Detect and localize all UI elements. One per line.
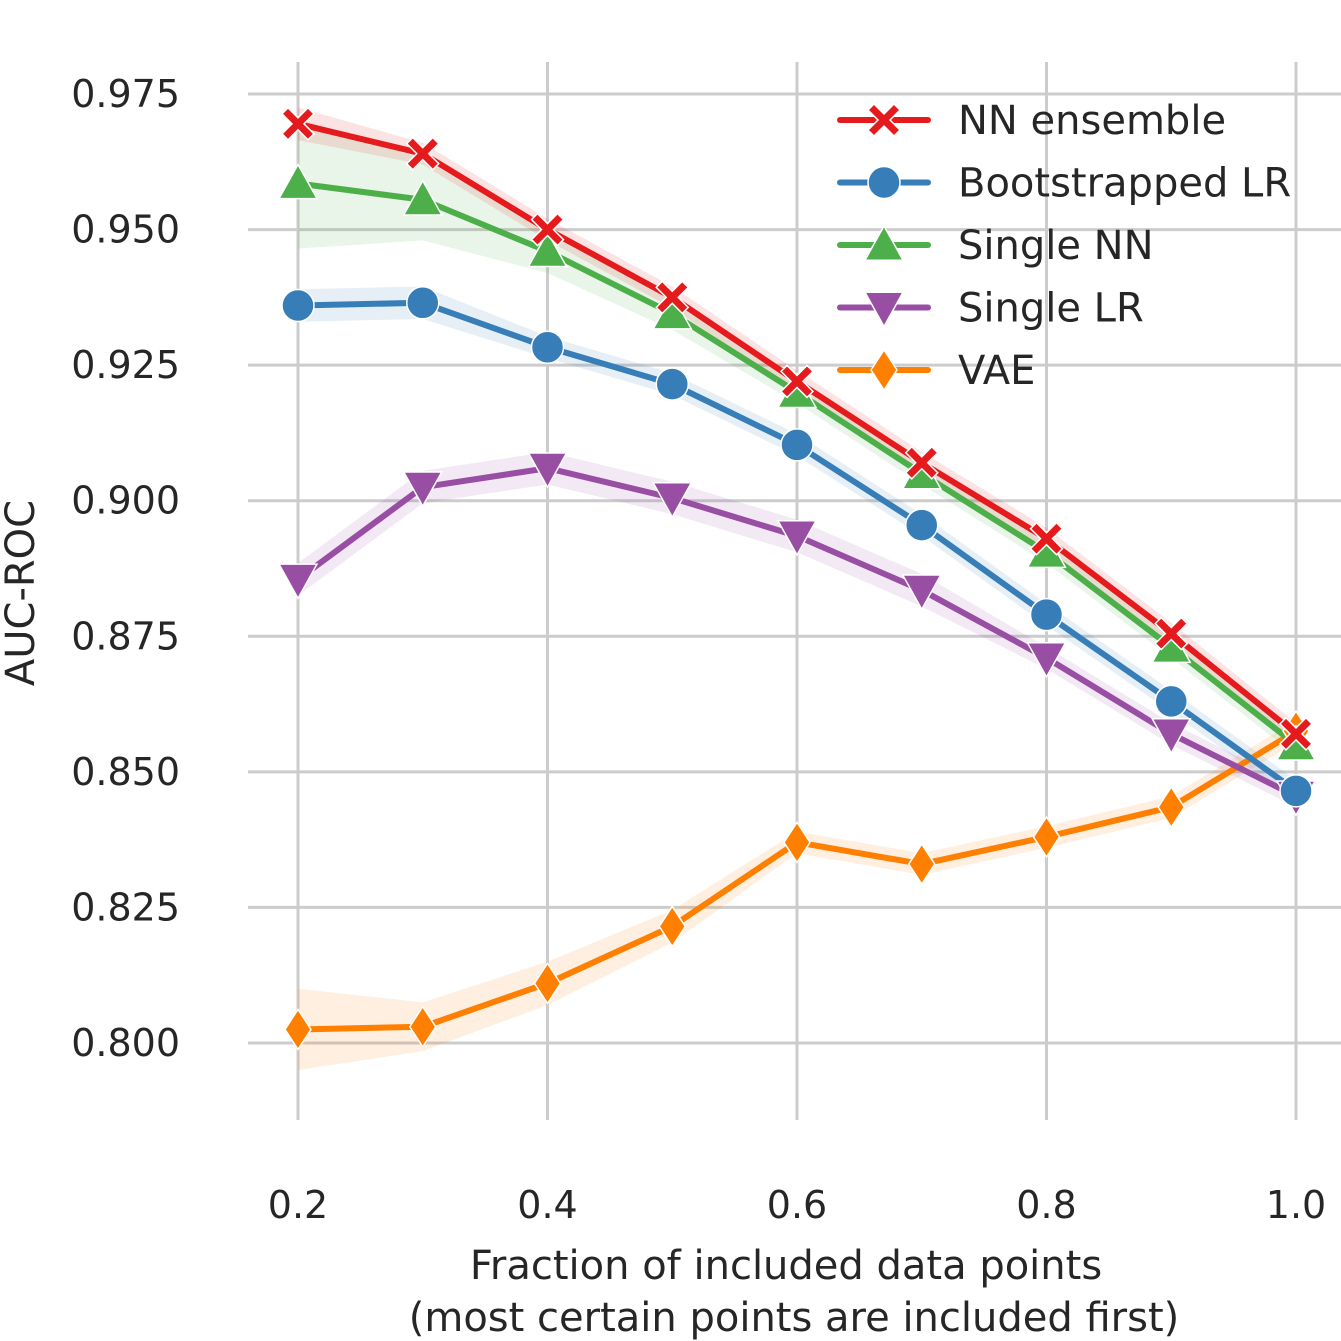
bootstrapped-lr-point bbox=[281, 288, 315, 323]
x-tick-label: 0.4 bbox=[517, 1183, 577, 1227]
legend-marker-bootstrapped-lr bbox=[867, 165, 901, 200]
vae-point bbox=[1032, 815, 1061, 859]
bootstrapped-lr-point bbox=[406, 286, 440, 320]
y-tick-label: 0.850 bbox=[71, 750, 180, 794]
bootstrapped-lr-point bbox=[780, 428, 814, 462]
vae-point bbox=[533, 961, 562, 1005]
single-lr-point bbox=[901, 574, 943, 611]
nn-ensemble-point bbox=[655, 280, 690, 315]
x-tick-label: 0.2 bbox=[268, 1183, 328, 1227]
bootstrapped-lr-point bbox=[905, 508, 939, 542]
x-axis-label-line2: (most certain points are included first) bbox=[409, 1295, 1179, 1341]
single-nn-band bbox=[298, 118, 1296, 756]
legend-label-single-nn: Single NN bbox=[958, 223, 1154, 269]
single-nn-point bbox=[402, 179, 444, 216]
y-tick-label: 0.825 bbox=[71, 885, 180, 929]
y-tick-label: 0.925 bbox=[71, 343, 180, 387]
nn-ensemble-point bbox=[530, 212, 565, 247]
y-tick-label: 0.975 bbox=[71, 72, 180, 116]
nn-ensemble-point bbox=[405, 136, 440, 171]
bootstrapped-lr-point bbox=[1154, 684, 1188, 719]
legend-label-single-lr: Single LR bbox=[958, 286, 1144, 332]
nn-ensemble-point bbox=[779, 364, 815, 399]
x-tick-label: 0.8 bbox=[1016, 1183, 1076, 1227]
nn-ensemble-point bbox=[1029, 521, 1064, 556]
legend-marker-single-lr bbox=[863, 291, 905, 329]
legend-marker-vae bbox=[870, 348, 898, 392]
nn-ensemble-point bbox=[1278, 716, 1314, 751]
bootstrapped-lr-point bbox=[1029, 597, 1064, 632]
bootstrapped-lr-point bbox=[1279, 774, 1313, 808]
single-lr-point bbox=[1150, 717, 1192, 755]
bootstrapped-lr-point bbox=[655, 367, 689, 401]
vae-point bbox=[907, 842, 936, 886]
single-lr-point bbox=[527, 452, 568, 489]
single-nn-point bbox=[527, 230, 568, 268]
legend-marker-nn-ensemble bbox=[866, 102, 902, 138]
y-tick-label: 0.875 bbox=[71, 614, 180, 658]
series-markers bbox=[277, 106, 1317, 1051]
legend-label-bootstrapped-lr: Bootstrapped LR bbox=[958, 161, 1291, 207]
single-lr-point bbox=[776, 520, 818, 557]
nn-ensemble-point bbox=[280, 106, 316, 141]
single-lr-point bbox=[651, 482, 693, 519]
y-tick-label: 0.900 bbox=[71, 479, 180, 523]
legend-label-nn-ensemble: NN ensemble bbox=[958, 98, 1226, 144]
grid bbox=[248, 62, 1341, 1120]
legend-label-vae: VAE bbox=[958, 348, 1035, 394]
y-tick-label: 0.800 bbox=[71, 1021, 180, 1065]
nn-ensemble-point bbox=[904, 445, 939, 480]
vae-point bbox=[284, 1008, 312, 1051]
vae-point bbox=[658, 905, 687, 948]
x-tick-label: 1.0 bbox=[1266, 1183, 1326, 1227]
vae-point bbox=[783, 820, 811, 864]
single-lr-point bbox=[402, 471, 444, 508]
tick-labels: 0.800 0.825 0.850 0.875 0.900 0.925 0.950 0.975… bbox=[71, 72, 1326, 1227]
single-lr-point bbox=[1026, 642, 1067, 679]
legend-marker-single-nn bbox=[863, 224, 905, 261]
single-nn-point bbox=[277, 162, 319, 200]
vae-point bbox=[408, 1005, 437, 1049]
legend: NN ensemble Bootstrapped LR Single NN Singl… bbox=[837, 98, 1291, 394]
single-lr-point bbox=[277, 563, 319, 600]
x-axis-label: Fraction of included data points bbox=[470, 1243, 1102, 1289]
nn-ensemble-point bbox=[1154, 616, 1189, 651]
x-tick-label: 0.6 bbox=[767, 1183, 827, 1227]
y-axis-label: AUC-ROC bbox=[0, 500, 44, 686]
y-tick-label: 0.950 bbox=[71, 208, 180, 252]
vae-point bbox=[1157, 785, 1186, 829]
bootstrapped-lr-point bbox=[530, 330, 565, 364]
